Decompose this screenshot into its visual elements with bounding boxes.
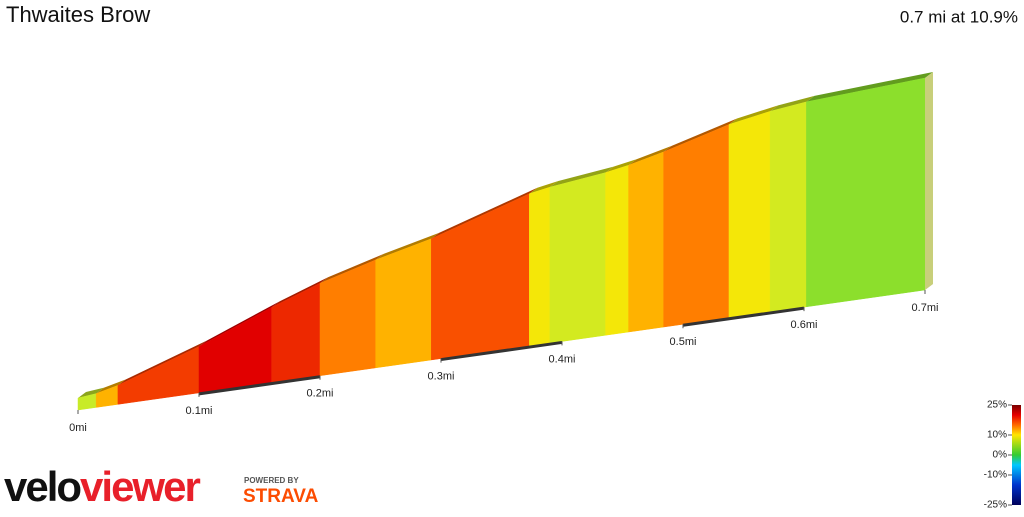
strava: STRAVA bbox=[243, 486, 319, 507]
segment bbox=[198, 306, 272, 394]
title: Thwaites Brow bbox=[6, 2, 150, 27]
segment bbox=[663, 124, 730, 328]
colorbar-label: 25% bbox=[987, 400, 1007, 411]
segment bbox=[271, 282, 321, 383]
segment-top bbox=[628, 145, 672, 166]
segment bbox=[769, 101, 807, 313]
logo: veloviewer bbox=[4, 463, 200, 510]
segment-top bbox=[605, 159, 637, 173]
segment bbox=[549, 172, 606, 344]
segment-top bbox=[549, 166, 614, 188]
segment bbox=[628, 151, 664, 333]
segment bbox=[431, 193, 530, 361]
segment-top bbox=[320, 253, 384, 284]
x-tick-label: 0.3mi bbox=[428, 370, 455, 382]
segment-top bbox=[806, 72, 933, 102]
x-tick-label: 0.2mi bbox=[307, 388, 334, 400]
segment bbox=[605, 164, 629, 336]
colorbar bbox=[1012, 405, 1021, 505]
x-tick-label: 0.7mi bbox=[912, 302, 939, 314]
x-tick-label: 0.6mi bbox=[791, 319, 818, 331]
logo-right: viewer bbox=[80, 463, 200, 510]
segment bbox=[117, 346, 200, 405]
colorbar-label: 10% bbox=[987, 430, 1007, 441]
tick-band bbox=[440, 340, 563, 362]
segment bbox=[375, 238, 432, 369]
segment bbox=[806, 77, 926, 308]
segment-top bbox=[431, 187, 538, 239]
colorbar-label: 0% bbox=[993, 450, 1008, 461]
segment-top bbox=[271, 277, 328, 308]
powered-by: POWERED BY bbox=[244, 476, 299, 485]
segment-top bbox=[96, 379, 126, 394]
segment bbox=[728, 110, 771, 319]
segment-top bbox=[770, 95, 815, 112]
segment-top bbox=[375, 232, 440, 260]
segment-top bbox=[199, 301, 280, 347]
x-tick-label: 0.5mi bbox=[670, 336, 697, 348]
segment-top bbox=[728, 105, 779, 125]
colorbar-label: -10% bbox=[984, 470, 1007, 481]
segment-top bbox=[663, 118, 737, 152]
x-tick-label: 0mi bbox=[69, 422, 87, 434]
segment bbox=[529, 186, 551, 347]
subtitle: 0.7 mi at 10.9% bbox=[900, 7, 1018, 26]
tick-band bbox=[198, 375, 321, 396]
segment-top bbox=[529, 181, 558, 194]
x-tick-label: 0.1mi bbox=[186, 405, 213, 417]
x-tick-label: 0.4mi bbox=[549, 353, 576, 365]
logo-left: velo bbox=[4, 463, 81, 510]
tick-band bbox=[682, 306, 805, 327]
segment-top bbox=[78, 387, 105, 398]
segment-top bbox=[117, 340, 207, 386]
colorbar-label: -25% bbox=[984, 500, 1007, 511]
end-face bbox=[925, 72, 933, 290]
